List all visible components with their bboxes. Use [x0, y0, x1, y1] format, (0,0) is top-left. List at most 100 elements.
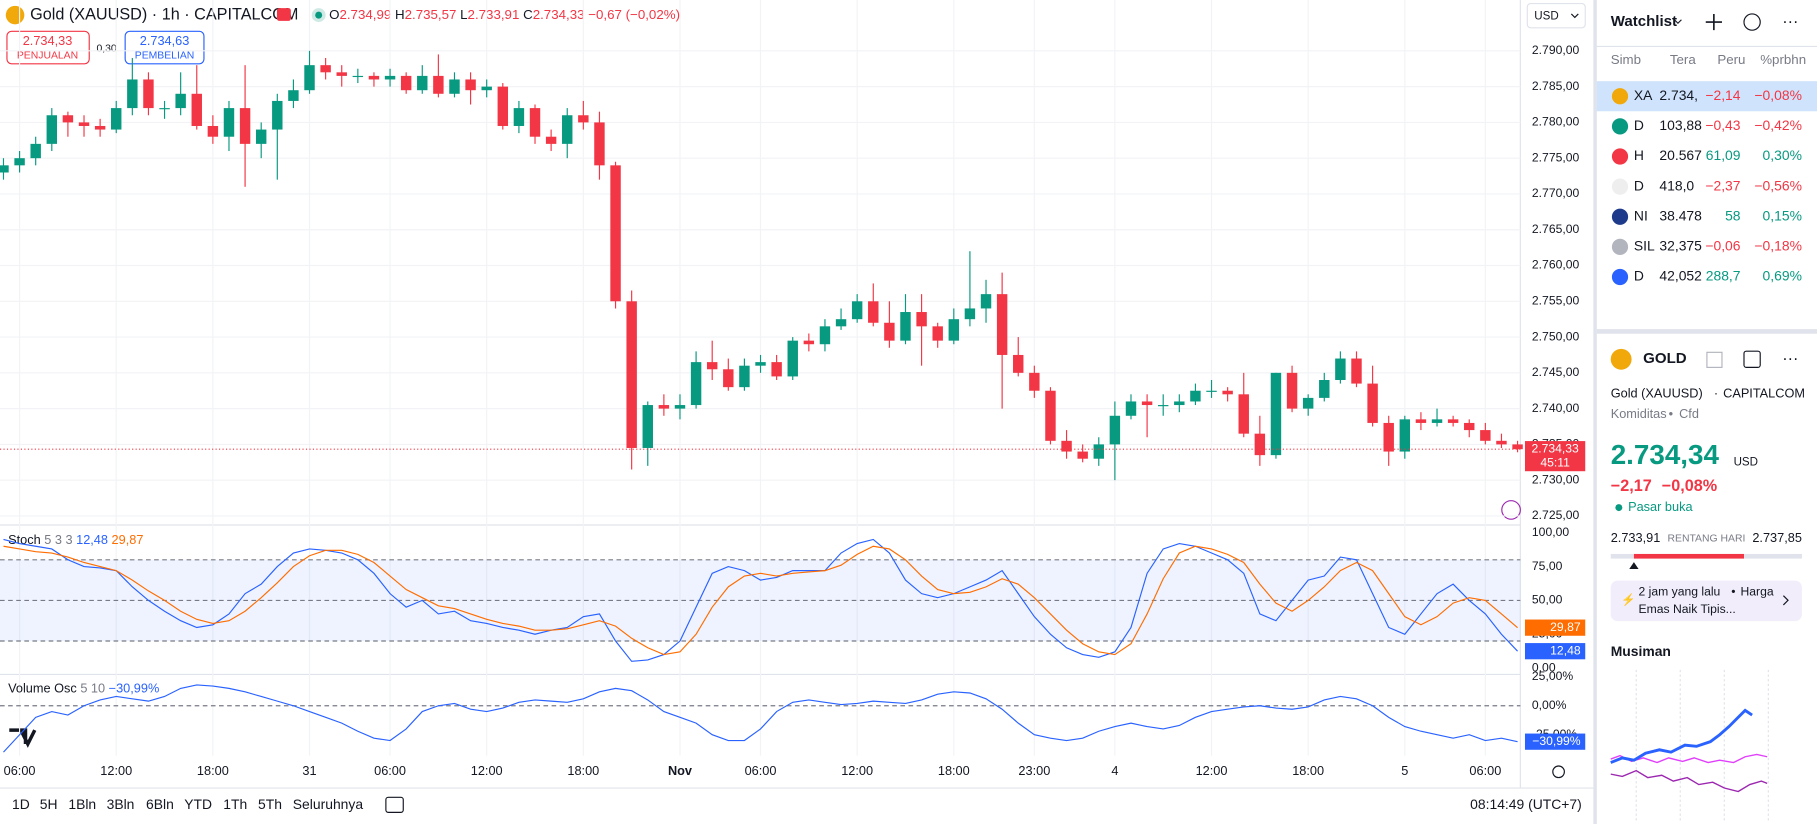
candle-body — [851, 301, 863, 320]
chevron — [1674, 19, 1682, 25]
symbol[interactable]: XA — [1634, 87, 1653, 103]
ticker: GOLD — [1643, 350, 1687, 367]
buy-button[interactable] — [124, 30, 205, 65]
candle-body — [723, 369, 734, 388]
candle-body — [384, 75, 396, 80]
candle-body — [868, 301, 879, 323]
ohlc-label: C — [523, 7, 533, 22]
flag-icon[interactable] — [276, 8, 291, 21]
y-tick-label: 25,00% — [1532, 669, 1573, 683]
candle-body — [545, 136, 557, 144]
candle-body — [94, 125, 106, 130]
sell-button[interactable] — [6, 30, 90, 65]
y-tick-label: 2.785,00 — [1532, 79, 1580, 93]
chevron — [1782, 595, 1789, 606]
symbol[interactable]: SIL — [1634, 238, 1655, 254]
candle-body — [417, 75, 428, 91]
more-icon[interactable]: ··· — [1782, 350, 1798, 368]
currency-select[interactable] — [1526, 2, 1586, 29]
x-tick-label: 4 — [1111, 763, 1118, 778]
candle-body — [1109, 415, 1121, 445]
y-tick-label: 2.750,00 — [1532, 329, 1580, 343]
candle-body — [143, 79, 154, 109]
grid-icon[interactable] — [1706, 351, 1723, 368]
candle-body — [1238, 394, 1249, 434]
candle-body — [996, 294, 1008, 355]
gold-icon — [1610, 348, 1632, 370]
last: 418,0 — [1659, 177, 1694, 193]
candle-body — [433, 75, 444, 94]
last: 38.478 — [1659, 207, 1702, 223]
range-button[interactable]: 5H — [40, 796, 58, 812]
candle-body — [400, 75, 412, 91]
indicator-params: 5 3 3 — [44, 533, 72, 548]
value-tag — [1524, 619, 1586, 636]
candle-body — [320, 65, 331, 73]
indicator-line — [3, 545, 1518, 656]
range-button[interactable]: 5Th — [258, 796, 282, 812]
y-tick-label: 2.765,00 — [1532, 222, 1580, 236]
more-icon[interactable]: ··· — [1782, 12, 1798, 30]
indicator-line — [3, 684, 1518, 753]
range-button[interactable]: 1Th — [223, 796, 247, 812]
candle-body — [14, 158, 25, 166]
chart-icon[interactable] — [1743, 13, 1761, 31]
candle-body — [1480, 430, 1491, 441]
symbol[interactable]: D — [1634, 177, 1644, 193]
ohlc: O2.734,99 H2.735,57 L2.733,91 C2.734,33 … — [329, 7, 680, 22]
candle-body — [1447, 419, 1459, 423]
range-button[interactable]: 3Bln — [107, 796, 135, 812]
candle-body — [239, 108, 251, 144]
calendar-icon[interactable] — [385, 796, 404, 813]
range-button[interactable]: YTD — [184, 796, 212, 812]
candle-body — [1319, 380, 1330, 398]
news-icon: ⚡ — [1621, 592, 1635, 606]
candle-body — [127, 79, 138, 109]
x-tick-label: Nov — [668, 763, 693, 778]
y-tick-label: 2.760,00 — [1532, 258, 1580, 272]
symbol[interactable]: NI — [1634, 207, 1648, 223]
news-card[interactable] — [1610, 580, 1802, 622]
last: 103,88 — [1659, 117, 1702, 133]
divider — [1593, 0, 1597, 824]
candle-body — [255, 129, 267, 144]
exchange: CAPITALCOM — [1723, 385, 1805, 400]
gold-icon — [5, 5, 25, 25]
sep-dot: • — [1669, 406, 1673, 421]
range-button[interactable]: 1Bln — [68, 796, 96, 812]
change-pct: −0,08% — [1662, 477, 1717, 495]
candle-body — [1496, 440, 1507, 445]
ohlc-value: 2.734,33 — [533, 7, 585, 22]
range-button[interactable]: 1D — [12, 796, 30, 812]
x-tick-label: 12:00 — [100, 763, 132, 778]
alert-icon[interactable] — [1501, 500, 1521, 520]
candle-body — [803, 340, 815, 345]
edit-icon[interactable] — [1743, 350, 1761, 368]
candle-body — [964, 308, 976, 320]
x-tick-label: 18:00 — [567, 763, 599, 778]
ohlc-change: −0,67 (−0,02%) — [588, 7, 680, 22]
settings-icon[interactable] — [1552, 765, 1565, 779]
candle-body — [835, 319, 847, 327]
x-tick-label: 23:00 — [1018, 763, 1050, 778]
candle-body — [497, 86, 509, 126]
symbol-icon — [1611, 208, 1629, 225]
price: 2.734,34 — [1611, 439, 1720, 470]
y-tick-label: 0,00 — [1532, 660, 1556, 674]
symbol[interactable]: D — [1634, 117, 1644, 133]
range-button[interactable]: 6Bln — [146, 796, 174, 812]
candle-body — [1286, 372, 1298, 409]
range-high: 2.737,85 — [1752, 530, 1802, 545]
symbol-icon — [1611, 148, 1629, 165]
symbol[interactable]: D — [1634, 268, 1644, 284]
symbol: Gold (XAUUSD) · 1h · CAPITALCOM — [30, 5, 298, 23]
range-button[interactable]: Seluruhnya — [293, 796, 364, 812]
y-tick-label: 0,00% — [1532, 698, 1567, 712]
y-tick-label: 2.745,00 — [1532, 365, 1580, 379]
row-highlight — [1596, 81, 1817, 112]
add-icon[interactable] — [1705, 13, 1722, 31]
symbol[interactable]: H — [1634, 147, 1644, 163]
currency: USD — [1534, 10, 1558, 22]
y-tick-label: 50,00 — [1532, 593, 1563, 607]
